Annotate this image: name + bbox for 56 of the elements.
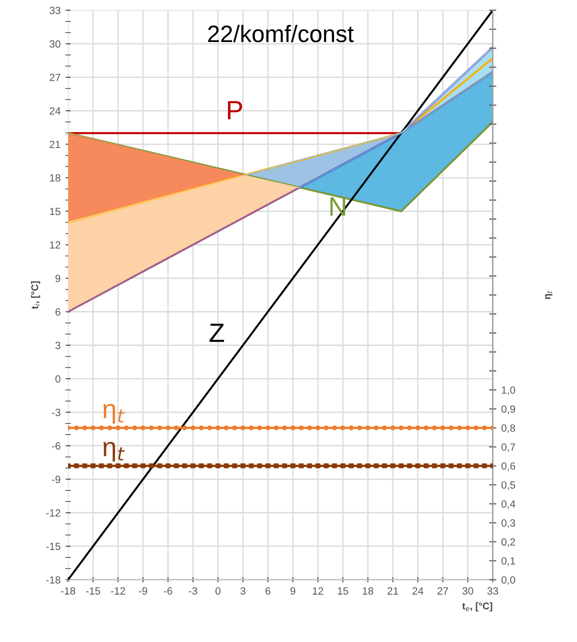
x-tick-label: 12 <box>312 587 324 595</box>
x-tick-label: -12 <box>110 587 126 595</box>
x-tick-label: 3 <box>240 587 246 595</box>
series-label: N <box>330 197 346 216</box>
y-tick-label: 27 <box>50 74 60 82</box>
y2-tick-label: 0,6 <box>502 462 516 471</box>
y-tick-label: -3 <box>52 408 60 416</box>
y-tick-label: 24 <box>50 107 60 115</box>
y-axis-title: t$_{i}$, [°C] <box>31 281 40 310</box>
y2-tick-label: 0,4 <box>502 500 516 509</box>
y-tick-label: 33 <box>50 6 60 14</box>
y-tick-label: 15 <box>50 208 60 216</box>
x-tick-label: 0 <box>215 587 220 595</box>
x-tick-label: 33 <box>487 587 498 595</box>
y2-tick-label: 0,0 <box>502 576 516 585</box>
y2-axis-title: η$_{t}$ <box>545 290 552 300</box>
series-label: η$_{t}$ <box>103 404 125 424</box>
x-tick-label: 9 <box>290 587 296 595</box>
series-label: Z <box>210 324 224 342</box>
x-tick-label: -6 <box>164 587 172 595</box>
x-tick-label: 6 <box>266 587 270 595</box>
x-tick-label: -15 <box>86 587 100 595</box>
y-tick-label: 18 <box>50 174 60 182</box>
y-tick-label: 3 <box>55 342 60 350</box>
chart-title: 22/komf/const <box>208 24 354 42</box>
x-tick-label: 18 <box>362 587 374 595</box>
y-tick-label: 12 <box>50 241 60 249</box>
y2-tick-label: 0,9 <box>502 405 516 414</box>
x-tick-label: -3 <box>188 587 198 595</box>
series-label: P <box>228 101 242 120</box>
y2-tick-label: 0,8 <box>502 424 516 433</box>
x-tick-label: 24 <box>412 587 424 595</box>
x-axis-title: t$_{e}$, [°C] <box>462 602 492 612</box>
y-tick-label: 21 <box>50 140 60 148</box>
y-tick-label: -12 <box>46 509 60 517</box>
y2-tick-label: 0,5 <box>502 481 516 490</box>
y-tick-label: -9 <box>52 476 60 484</box>
y2-tick-label: 0,3 <box>502 519 516 528</box>
x-tick-label: 27 <box>438 587 448 595</box>
y2-tick-label: 0,1 <box>502 557 516 566</box>
y-tick-label: 6 <box>56 308 60 316</box>
y2-tick-label: 0,7 <box>502 443 516 452</box>
y2-tick-label: 1,0 <box>502 386 516 396</box>
y-tick-label: -18 <box>46 576 60 584</box>
series-label: η$_{t}$ <box>103 442 125 462</box>
y-tick-label: 9 <box>55 274 60 282</box>
y-tick-label: 0 <box>55 375 60 383</box>
x-tick-label: 30 <box>462 587 474 595</box>
y-tick-label: -6 <box>52 442 60 450</box>
y-tick-label: 30 <box>50 40 60 48</box>
x-tick-label: -9 <box>138 587 148 595</box>
x-tick-label: 15 <box>338 587 348 595</box>
y-tick-label: -15 <box>46 542 60 550</box>
y2-tick-label: 0,2 <box>502 538 516 547</box>
x-tick-label: 21 <box>388 587 398 595</box>
x-tick-label: -18 <box>61 587 76 595</box>
